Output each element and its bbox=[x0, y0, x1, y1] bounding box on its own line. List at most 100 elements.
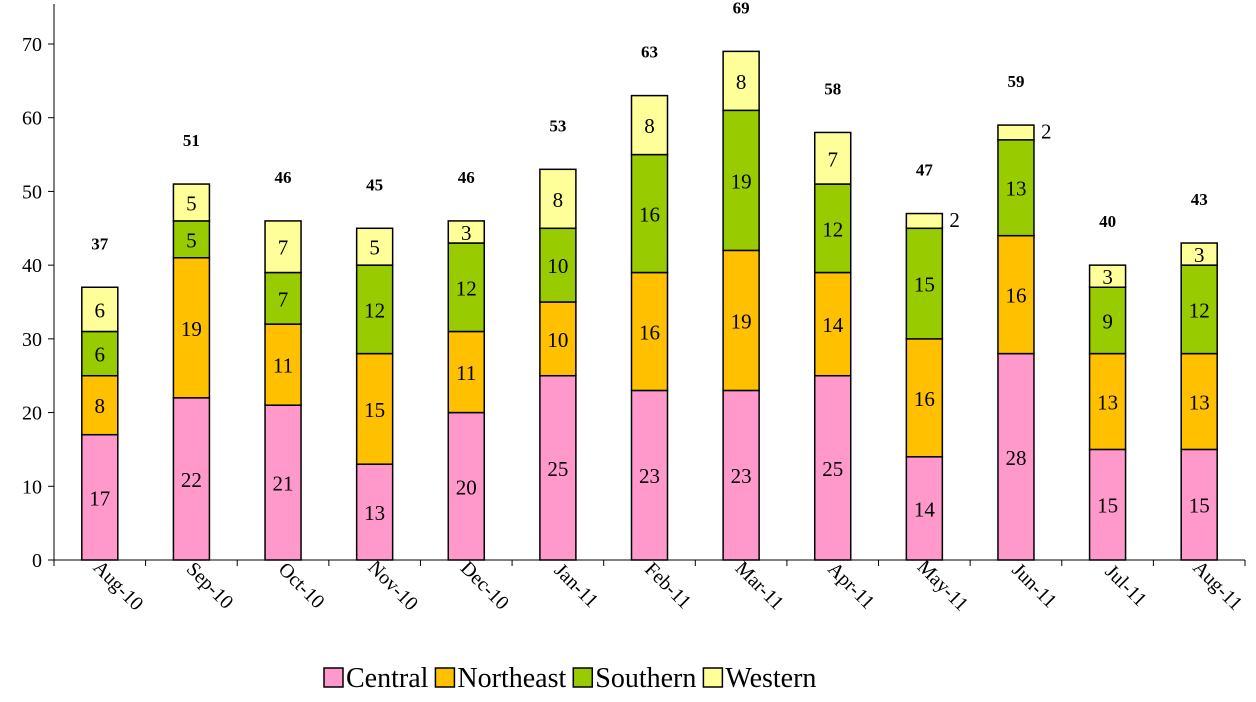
bar-segment-southern bbox=[539, 227, 577, 303]
bar-segment-central bbox=[81, 433, 119, 561]
x-category-label: Nov-10 bbox=[364, 556, 423, 615]
x-category-label: Apr-11 bbox=[823, 558, 879, 614]
bar-total-label: 53 bbox=[549, 116, 566, 135]
segment-value-label: 8 bbox=[644, 114, 655, 138]
segment-value-label: 7 bbox=[827, 147, 838, 171]
y-tick-label: 40 bbox=[22, 255, 42, 277]
segment-value-label: 16 bbox=[639, 320, 660, 344]
bar-segment-central bbox=[1088, 448, 1127, 561]
bar-segment-western bbox=[81, 286, 119, 333]
bar-total-label: 69 bbox=[733, 0, 750, 17]
y-tick-label: 70 bbox=[22, 34, 42, 56]
segment-value-label: 5 bbox=[369, 236, 380, 260]
bar-total-label: 51 bbox=[183, 131, 200, 150]
segment-value-label: 12 bbox=[456, 276, 477, 300]
segment-value-label: 7 bbox=[278, 236, 289, 260]
bar-segment-southern bbox=[447, 242, 486, 333]
bar-total-label: 59 bbox=[1007, 72, 1024, 91]
legend-swatch-central bbox=[323, 667, 344, 688]
bar-segment-southern bbox=[630, 153, 669, 274]
y-tick-label: 50 bbox=[22, 181, 42, 203]
bar-segment-western bbox=[539, 168, 577, 230]
segment-value-label: 12 bbox=[1189, 298, 1210, 322]
bar-segment-northeast bbox=[1088, 352, 1127, 451]
bar-segment-western bbox=[355, 227, 394, 266]
bar-total-label: 37 bbox=[91, 234, 109, 253]
bar-total-label: 63 bbox=[641, 43, 658, 62]
x-category-label: Dec-10 bbox=[456, 557, 513, 614]
bar-segment-southern bbox=[355, 264, 394, 355]
bar-segment-southern bbox=[172, 220, 211, 259]
segment-value-label: 28 bbox=[1005, 446, 1026, 470]
segment-value-label: 6 bbox=[95, 343, 106, 367]
segment-value-label: 23 bbox=[639, 464, 660, 488]
y-axis: 0 10 20 30 40 50 60 70 bbox=[22, 4, 55, 572]
segment-value-label: 8 bbox=[553, 188, 564, 212]
y-tick-label: 0 bbox=[32, 550, 42, 572]
bar-total-label: 40 bbox=[1099, 212, 1116, 231]
segment-value-label: 15 bbox=[364, 398, 385, 422]
segment-value-label: 5 bbox=[186, 228, 197, 252]
x-category-label: Jul-11 bbox=[1101, 561, 1151, 611]
segment-value-label: 23 bbox=[731, 464, 752, 488]
bar-segment-southern bbox=[997, 139, 1035, 237]
x-category-label: May-11 bbox=[913, 556, 973, 616]
segment-value-label: 8 bbox=[95, 394, 106, 418]
bar-segment-western bbox=[630, 94, 669, 156]
segment-value-label: 25 bbox=[822, 457, 843, 481]
bar-segment-northeast bbox=[813, 271, 852, 377]
bar-total-label: 43 bbox=[1191, 190, 1208, 209]
bar-segment-central bbox=[539, 374, 577, 561]
segment-value-label: 25 bbox=[547, 457, 568, 481]
x-category-label: Oct-10 bbox=[274, 558, 329, 613]
bars: 1786637221955512111774613151254520111234… bbox=[81, 0, 1218, 561]
bar-segment-northeast bbox=[539, 301, 577, 377]
bar-segment-western bbox=[1180, 242, 1218, 266]
segment-value-label: 14 bbox=[822, 313, 844, 337]
segment-value-label: 15 bbox=[1097, 494, 1118, 518]
segment-value-label: 11 bbox=[456, 361, 476, 385]
segment-value-label: 8 bbox=[736, 70, 747, 94]
x-category-label: Mar-11 bbox=[731, 557, 788, 614]
segment-value-label: 15 bbox=[914, 273, 935, 297]
segment-value-label: 19 bbox=[181, 317, 202, 341]
bar-segment-southern bbox=[813, 183, 852, 274]
segment-value-label: 3 bbox=[461, 221, 472, 245]
bar-segment-western bbox=[447, 220, 486, 244]
bar-segment-northeast bbox=[264, 323, 302, 406]
bar-segment-northeast bbox=[722, 249, 760, 392]
bar-segment-western bbox=[172, 183, 211, 222]
segment-value-label: 13 bbox=[1005, 177, 1026, 201]
segment-value-label: 16 bbox=[914, 387, 935, 411]
legend-swatch-southern bbox=[572, 667, 594, 688]
segment-value-label: 5 bbox=[186, 191, 197, 215]
bar-segment-western bbox=[1088, 264, 1127, 289]
segment-value-label: 17 bbox=[89, 486, 110, 510]
x-category-label: Feb-11 bbox=[640, 558, 695, 613]
bar-total-label: 46 bbox=[275, 168, 292, 187]
bar-segment-western bbox=[997, 124, 1035, 141]
legend: Central Northeast Southern Western bbox=[323, 663, 816, 694]
x-category-label: Jun-11 bbox=[1007, 559, 1061, 613]
segment-value-label: 9 bbox=[1102, 309, 1113, 333]
bar-segment-northeast bbox=[630, 271, 669, 392]
x-category-label: Sep-10 bbox=[182, 558, 238, 614]
segment-value-label: 13 bbox=[1189, 391, 1210, 415]
legend-swatch-northeast bbox=[434, 667, 456, 688]
legend-label-western: Western bbox=[725, 663, 816, 694]
bar-segment-northeast bbox=[997, 234, 1035, 355]
legend-label-southern: Southern bbox=[595, 663, 696, 694]
legend-label-northeast: Northeast bbox=[457, 663, 566, 694]
bar-segment-western bbox=[905, 212, 944, 230]
segment-value-label: 22 bbox=[181, 468, 202, 492]
legend-swatch-western bbox=[702, 667, 724, 688]
segment-value-label: 20 bbox=[456, 475, 477, 499]
segment-value-label: 21 bbox=[273, 472, 294, 496]
bar-segment-southern bbox=[1180, 264, 1218, 355]
bar-segment-western bbox=[813, 131, 852, 185]
x-category-label: Jan-11 bbox=[550, 559, 603, 612]
segment-value-label: 16 bbox=[1005, 284, 1026, 308]
x-axis: Aug-10 Sep-10 Oct-10 Nov-10 Dec-10 Jan-11 Feb-… bbox=[53, 556, 1247, 616]
x-category-label: Aug-11 bbox=[1188, 557, 1246, 615]
